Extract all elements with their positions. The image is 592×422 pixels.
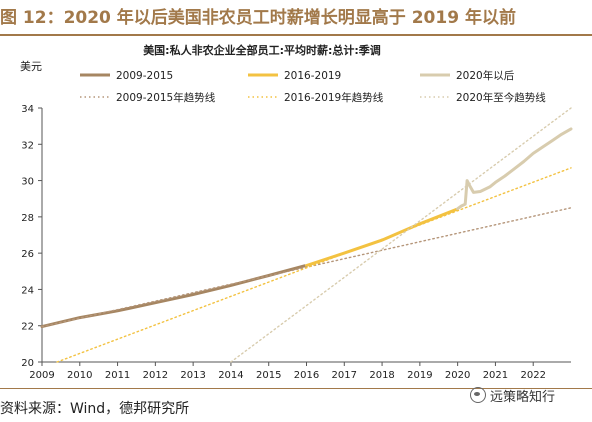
series-line-5 [56,167,572,363]
legend-label-5: 2016-2019年趋势线 [284,91,384,104]
x-tick-label: 2014 [218,370,243,381]
series-line-2 [305,208,458,267]
chart-subtitle: 美国:私人非农企业全部员工:平均时薪:总计:季调 [143,43,381,57]
watermark: 远策略知行 [470,384,555,406]
y-tick-label: 28 [21,213,34,224]
chart-plot-area [40,107,573,363]
x-tick-label: 2015 [256,370,281,381]
x-tick-label: 2011 [105,370,130,381]
x-tick-label: 2009 [29,370,54,381]
series-line-3 [456,127,573,211]
x-tick-label: 2018 [369,370,394,381]
title-rule [0,34,592,36]
y-tick-label: 32 [21,140,34,151]
figure-title: 图 12：2020 年以后美国非农员工时薪增长明显高于 2019 年以前 [0,8,516,28]
x-tick-label: 2021 [483,370,508,381]
x-tick-label: 2012 [143,370,168,381]
x-tick-label: 2010 [67,370,92,381]
wechat-icon [470,387,486,403]
legend-label-2: 2016-2019 [284,70,341,82]
chart-legend: 2009-2015 2016-2019 2020年以后 2009-2015年趋势线 20… [80,69,546,104]
x-tick-label: 2022 [520,370,545,381]
x-tick-label: 2020 [445,370,470,381]
y-tick-label: 20 [21,358,34,369]
legend-label-6: 2020年至今趋势线 [456,91,546,104]
series-line-6 [230,107,572,363]
x-tick-label: 2019 [407,370,432,381]
line-chart: 美国:私人非农企业全部员工:平均时薪:总计:季调 美元 2009-2015 201… [20,43,573,381]
y-tick-label: 34 [21,104,34,115]
legend-label-4: 2009-2015年趋势线 [116,91,216,104]
x-tick-label: 2013 [180,370,205,381]
y-tick-label: 30 [21,177,34,188]
source-note: 资料来源：Wind，德邦研究所 [0,401,190,417]
legend-label-3: 2020年以后 [456,69,514,82]
legend-label-1: 2009-2015 [116,70,173,82]
bottom-rule [0,388,592,389]
watermark-text: 远策略知行 [490,389,556,405]
y-tick-label: 22 [21,322,34,333]
y-tick-label: 26 [21,249,34,260]
y-axis-label: 美元 [20,60,42,73]
y-tick-label: 24 [21,285,34,296]
x-tick-label: 2017 [332,370,357,381]
x-tick-label: 2016 [294,370,319,381]
